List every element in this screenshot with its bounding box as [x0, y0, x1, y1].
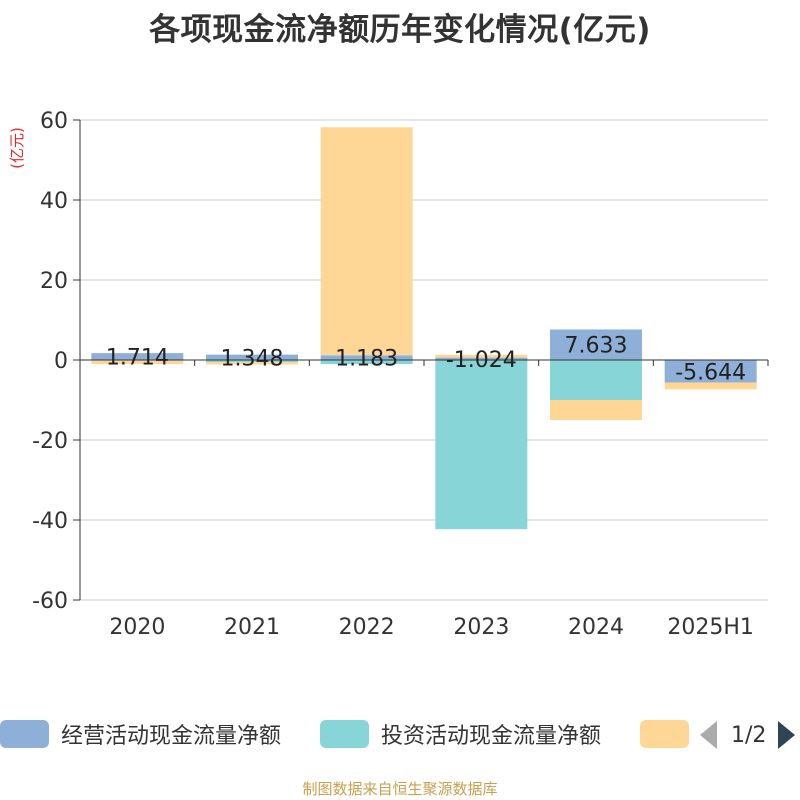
legend-swatch-third — [640, 720, 689, 748]
bar-2023-series-0[interactable] — [435, 357, 528, 360]
y-tick-label: -20 — [32, 429, 68, 454]
data-label: -1.024 — [446, 348, 517, 373]
y-tick-label: 20 — [40, 269, 68, 294]
data-label: 1.714 — [106, 346, 169, 371]
bar-2020-series-2[interactable] — [91, 360, 184, 364]
data-labels: 1.714 1.348 1.183 -1.024 7.633 -5.644 — [106, 334, 746, 386]
y-tick-label: 0 — [54, 349, 68, 374]
y-unit-label: (亿元) — [8, 127, 26, 169]
legend-swatch-operating — [0, 720, 49, 748]
bar-2022-series-1[interactable] — [320, 360, 413, 364]
bar-2022-series-0[interactable] — [320, 355, 413, 360]
pager-indicator: 1/2 — [731, 722, 767, 748]
y-tick-label: 40 — [40, 189, 68, 214]
grid-lines — [80, 119, 768, 601]
bar-2024-series-0[interactable] — [550, 329, 642, 360]
legend: 经营活动现金流量净额 投资活动现金流量净额 1/2 — [0, 712, 800, 756]
bar-2023-series-2[interactable] — [435, 354, 528, 358]
x-tick-label: 2023 — [453, 615, 509, 640]
bar-2022-series-2[interactable] — [320, 127, 413, 356]
data-label: 7.633 — [565, 334, 628, 359]
data-label: -5.644 — [675, 360, 746, 385]
chart-title: 各项现金流净额历年变化情况(亿元) — [149, 12, 651, 48]
legend-pager: 1/2 — [700, 720, 796, 750]
chart-plot: (亿元) 60 40 20 0 -20 -40 -60 2020 2021 2022 2023 2024… — [8, 109, 769, 640]
bar-2020-series-0[interactable] — [91, 353, 184, 360]
bar-2023-series-1[interactable] — [435, 360, 528, 530]
x-tick-label: 2024 — [568, 615, 624, 640]
bar-2025H1-series-0[interactable] — [664, 360, 757, 383]
data-label: 1.183 — [335, 347, 398, 372]
legend-item-operating[interactable]: 经营活动现金流量净额 — [0, 720, 282, 749]
y-tick-label: -40 — [32, 509, 68, 534]
bar-2024-series-1[interactable] — [550, 360, 642, 400]
data-label: 1.348 — [221, 346, 284, 371]
y-tick-label: -60 — [32, 589, 68, 614]
x-tick-label: 2020 — [109, 615, 165, 640]
x-tick-label: 2022 — [339, 615, 395, 640]
bar-2021-series-0[interactable] — [206, 354, 298, 360]
y-tick-label: 60 — [40, 109, 68, 134]
bar-2025H1-series-2[interactable] — [664, 382, 757, 390]
bars — [91, 127, 757, 530]
bar-2021-series-1[interactable] — [206, 360, 298, 362]
pager-next-icon[interactable] — [778, 721, 796, 749]
legend-item-investing[interactable]: 投资活动现金流量净额 — [320, 720, 602, 749]
legend-swatch-investing — [320, 720, 369, 748]
x-tick-label: 2021 — [224, 615, 280, 640]
bar-2021-series-2[interactable] — [206, 362, 298, 365]
footer-source: 制图数据来自恒生聚源数据库 — [302, 780, 498, 798]
bar-2024-series-2[interactable] — [550, 400, 642, 420]
legend-item-third[interactable] — [640, 720, 689, 748]
axes: (亿元) 60 40 20 0 -20 -40 -60 2020 2021 2022 2023 2024… — [8, 109, 769, 640]
legend-label-investing: 投资活动现金流量净额 — [381, 724, 602, 749]
pager-prev-icon[interactable] — [700, 721, 717, 749]
x-tick-label: 2025H1 — [667, 615, 754, 640]
legend-label-operating: 经营活动现金流量净额 — [61, 724, 282, 749]
